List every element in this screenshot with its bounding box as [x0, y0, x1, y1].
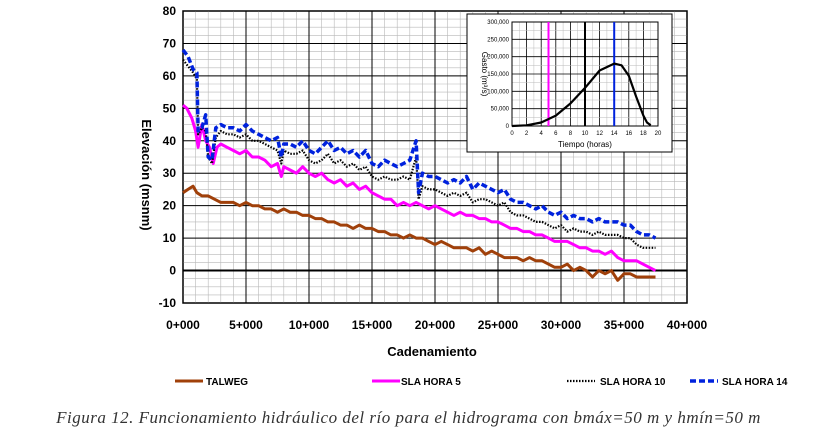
river-profile-chart: 0+000 5+000 10+000 15+000 20+000 25+000 30+000… [139, 4, 788, 388]
legend-label: SLA HORA 14 [722, 377, 788, 388]
x-tick-label: 0+000 [166, 318, 200, 332]
y-tick-label: 0 [169, 264, 176, 278]
inset-x-tick-label: 8 [569, 131, 573, 137]
inset-hydrograph-line [511, 62, 652, 128]
y-tick-label: 20 [163, 199, 177, 213]
figure-caption: Figura 12. Funcionamiento hidráulico del… [56, 408, 761, 427]
inset-y-tick-label: 300,000 [487, 20, 509, 26]
x-axis-title: Cadenamiento [387, 344, 477, 359]
main-tick-labels: 0+000 5+000 10+000 15+000 20+000 25+000 30+000… [159, 4, 708, 332]
inset-y-tick-label: 250,000 [487, 37, 509, 43]
inset-x-tick-label: 4 [540, 131, 544, 137]
x-tick-label: 35+000 [604, 318, 645, 332]
y-tick-label: -10 [159, 296, 177, 310]
inset-y-tick-label: 150,000 [487, 72, 509, 78]
x-tick-label: 5+000 [229, 318, 263, 332]
series-line-sla-hora-10 [182, 59, 656, 249]
inset-y-tick-label: 100,000 [487, 89, 509, 95]
inset-x-tick-label: 6 [554, 131, 558, 137]
x-tick-label: 15+000 [352, 318, 393, 332]
inset-x-tick-label: 12 [596, 131, 603, 137]
y-tick-label: 80 [163, 4, 177, 18]
x-tick-label: 25+000 [478, 318, 519, 332]
inset-x-axis-title: Tiempo (horas) [558, 140, 612, 149]
y-tick-label: 30 [163, 166, 177, 180]
y-tick-label: 60 [163, 69, 177, 83]
inset-y-tick-label: 200,000 [487, 55, 509, 61]
inset-x-tick-label: 16 [625, 131, 632, 137]
x-tick-label: 40+000 [667, 318, 708, 332]
x-tick-label: 20+000 [415, 318, 456, 332]
y-axis-title: Elevación (msnm) [139, 119, 154, 230]
inset-y-axis-title: Gasto (m³/s) [480, 52, 489, 97]
inset-x-tick-label: 18 [640, 131, 647, 137]
series-line-sla-hora-5 [182, 103, 657, 272]
y-tick-label: 40 [163, 134, 177, 148]
series-line-talweg [182, 184, 656, 282]
y-tick-label: 10 [163, 231, 177, 245]
inset-x-tick-label: 0 [510, 131, 514, 137]
y-tick-label: 70 [163, 36, 177, 50]
legend-label: TALWEG [206, 377, 248, 388]
legend-label: SLA HORA 5 [401, 377, 461, 388]
inset-x-tick-label: 2 [525, 131, 529, 137]
x-tick-label: 30+000 [541, 318, 582, 332]
main-series-lines [181, 48, 657, 282]
inset-x-tick-label: 10 [582, 131, 589, 137]
legend-label: SLA HORA 10 [600, 377, 666, 388]
inset-y-tick-label: 50,000 [491, 107, 510, 113]
inset-y-tick-label: 0 [506, 124, 510, 130]
inset-x-tick-label: 14 [611, 131, 618, 137]
inset-hydrograph: 0 2 4 6 8 10 12 14 16 18 20 0 50,000 100,000 150,000 20… [466, 13, 673, 153]
legend: TALWEG SLA HORA 5 SLA HORA 10 SLA HORA 14 [175, 377, 788, 388]
inset-x-tick-label: 20 [655, 131, 662, 137]
inset-frame [466, 13, 673, 153]
y-tick-label: 50 [163, 101, 177, 115]
x-tick-label: 10+000 [289, 318, 330, 332]
